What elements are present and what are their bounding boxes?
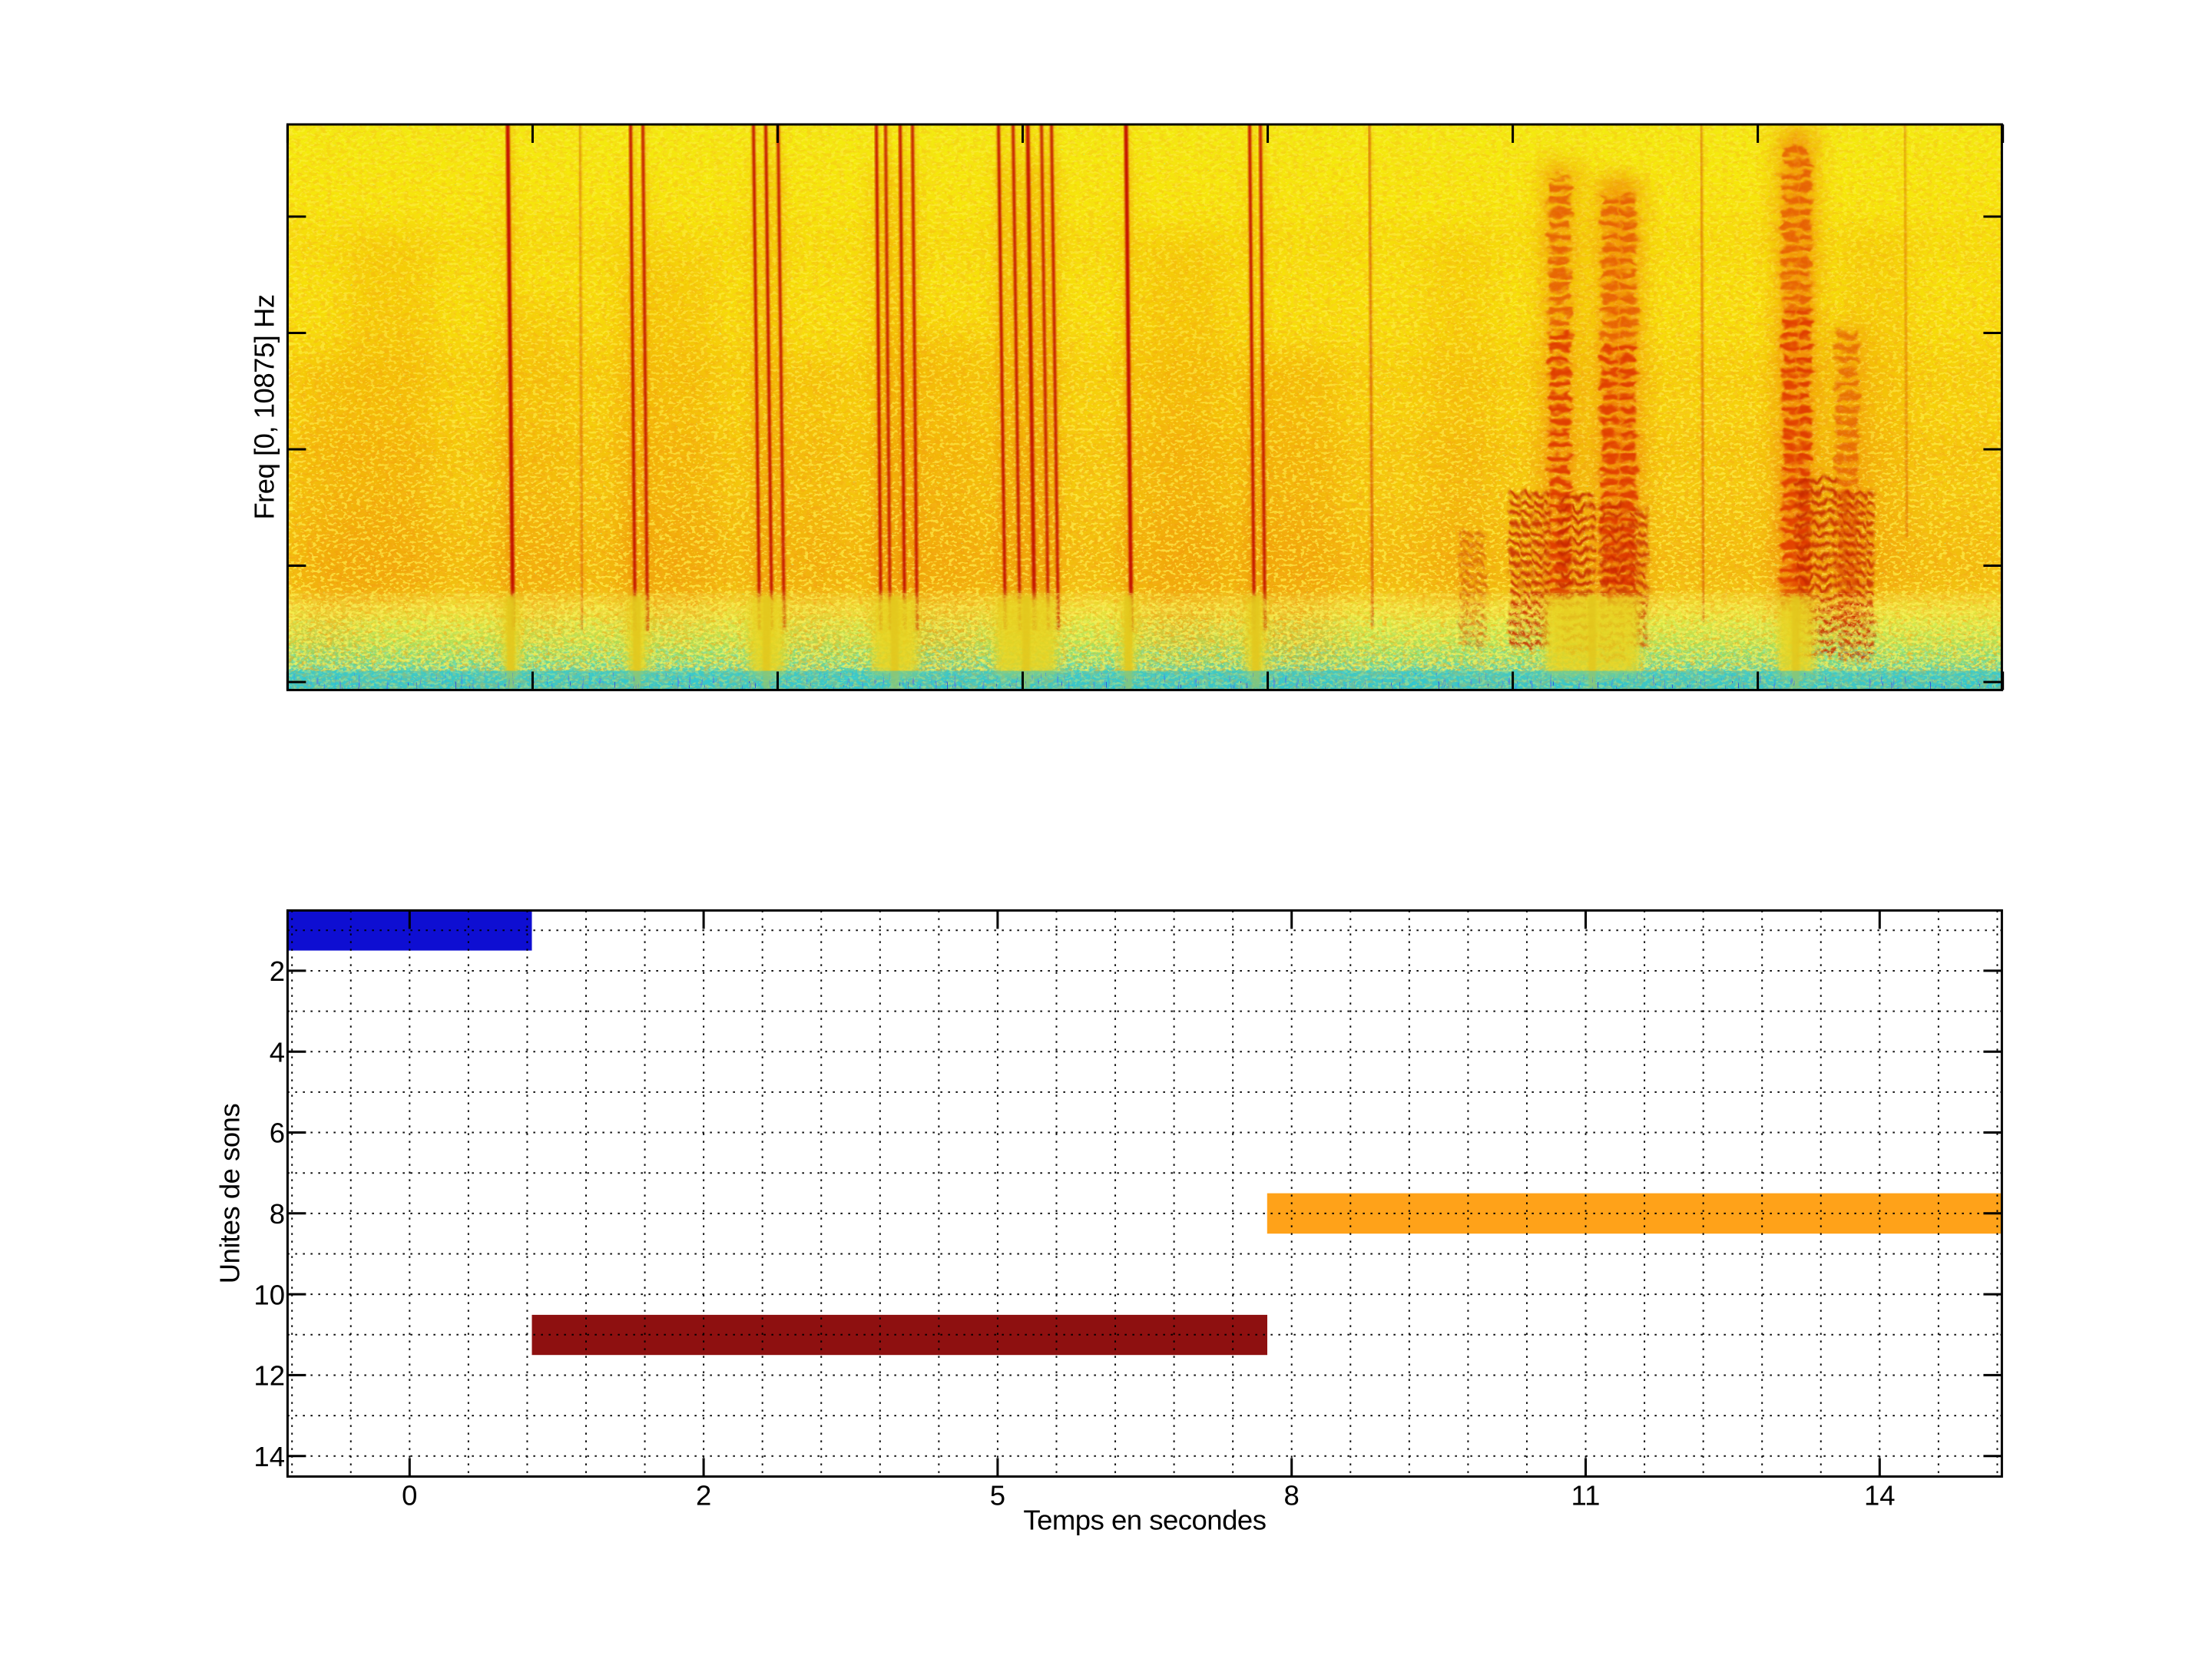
svg-text:2: 2: [696, 1480, 711, 1512]
svg-text:14: 14: [253, 1441, 285, 1472]
svg-text:2: 2: [270, 955, 285, 987]
svg-text:0: 0: [402, 1480, 417, 1512]
svg-text:8: 8: [270, 1198, 285, 1230]
svg-text:8: 8: [1284, 1480, 1300, 1512]
svg-text:14: 14: [1864, 1480, 1896, 1512]
svg-text:11: 11: [1571, 1480, 1601, 1512]
svg-text:Temps en secondes: Temps en secondes: [1023, 1505, 1266, 1536]
svg-text:12: 12: [253, 1360, 285, 1392]
svg-text:10: 10: [253, 1279, 285, 1310]
svg-text:6: 6: [270, 1118, 285, 1149]
svg-text:Freq [0, 10875] Hz: Freq [0, 10875] Hz: [249, 294, 280, 519]
svg-text:Unites de sons: Unites de sons: [214, 1104, 246, 1283]
svg-text:5: 5: [990, 1480, 1005, 1512]
svg-text:4: 4: [270, 1036, 285, 1068]
